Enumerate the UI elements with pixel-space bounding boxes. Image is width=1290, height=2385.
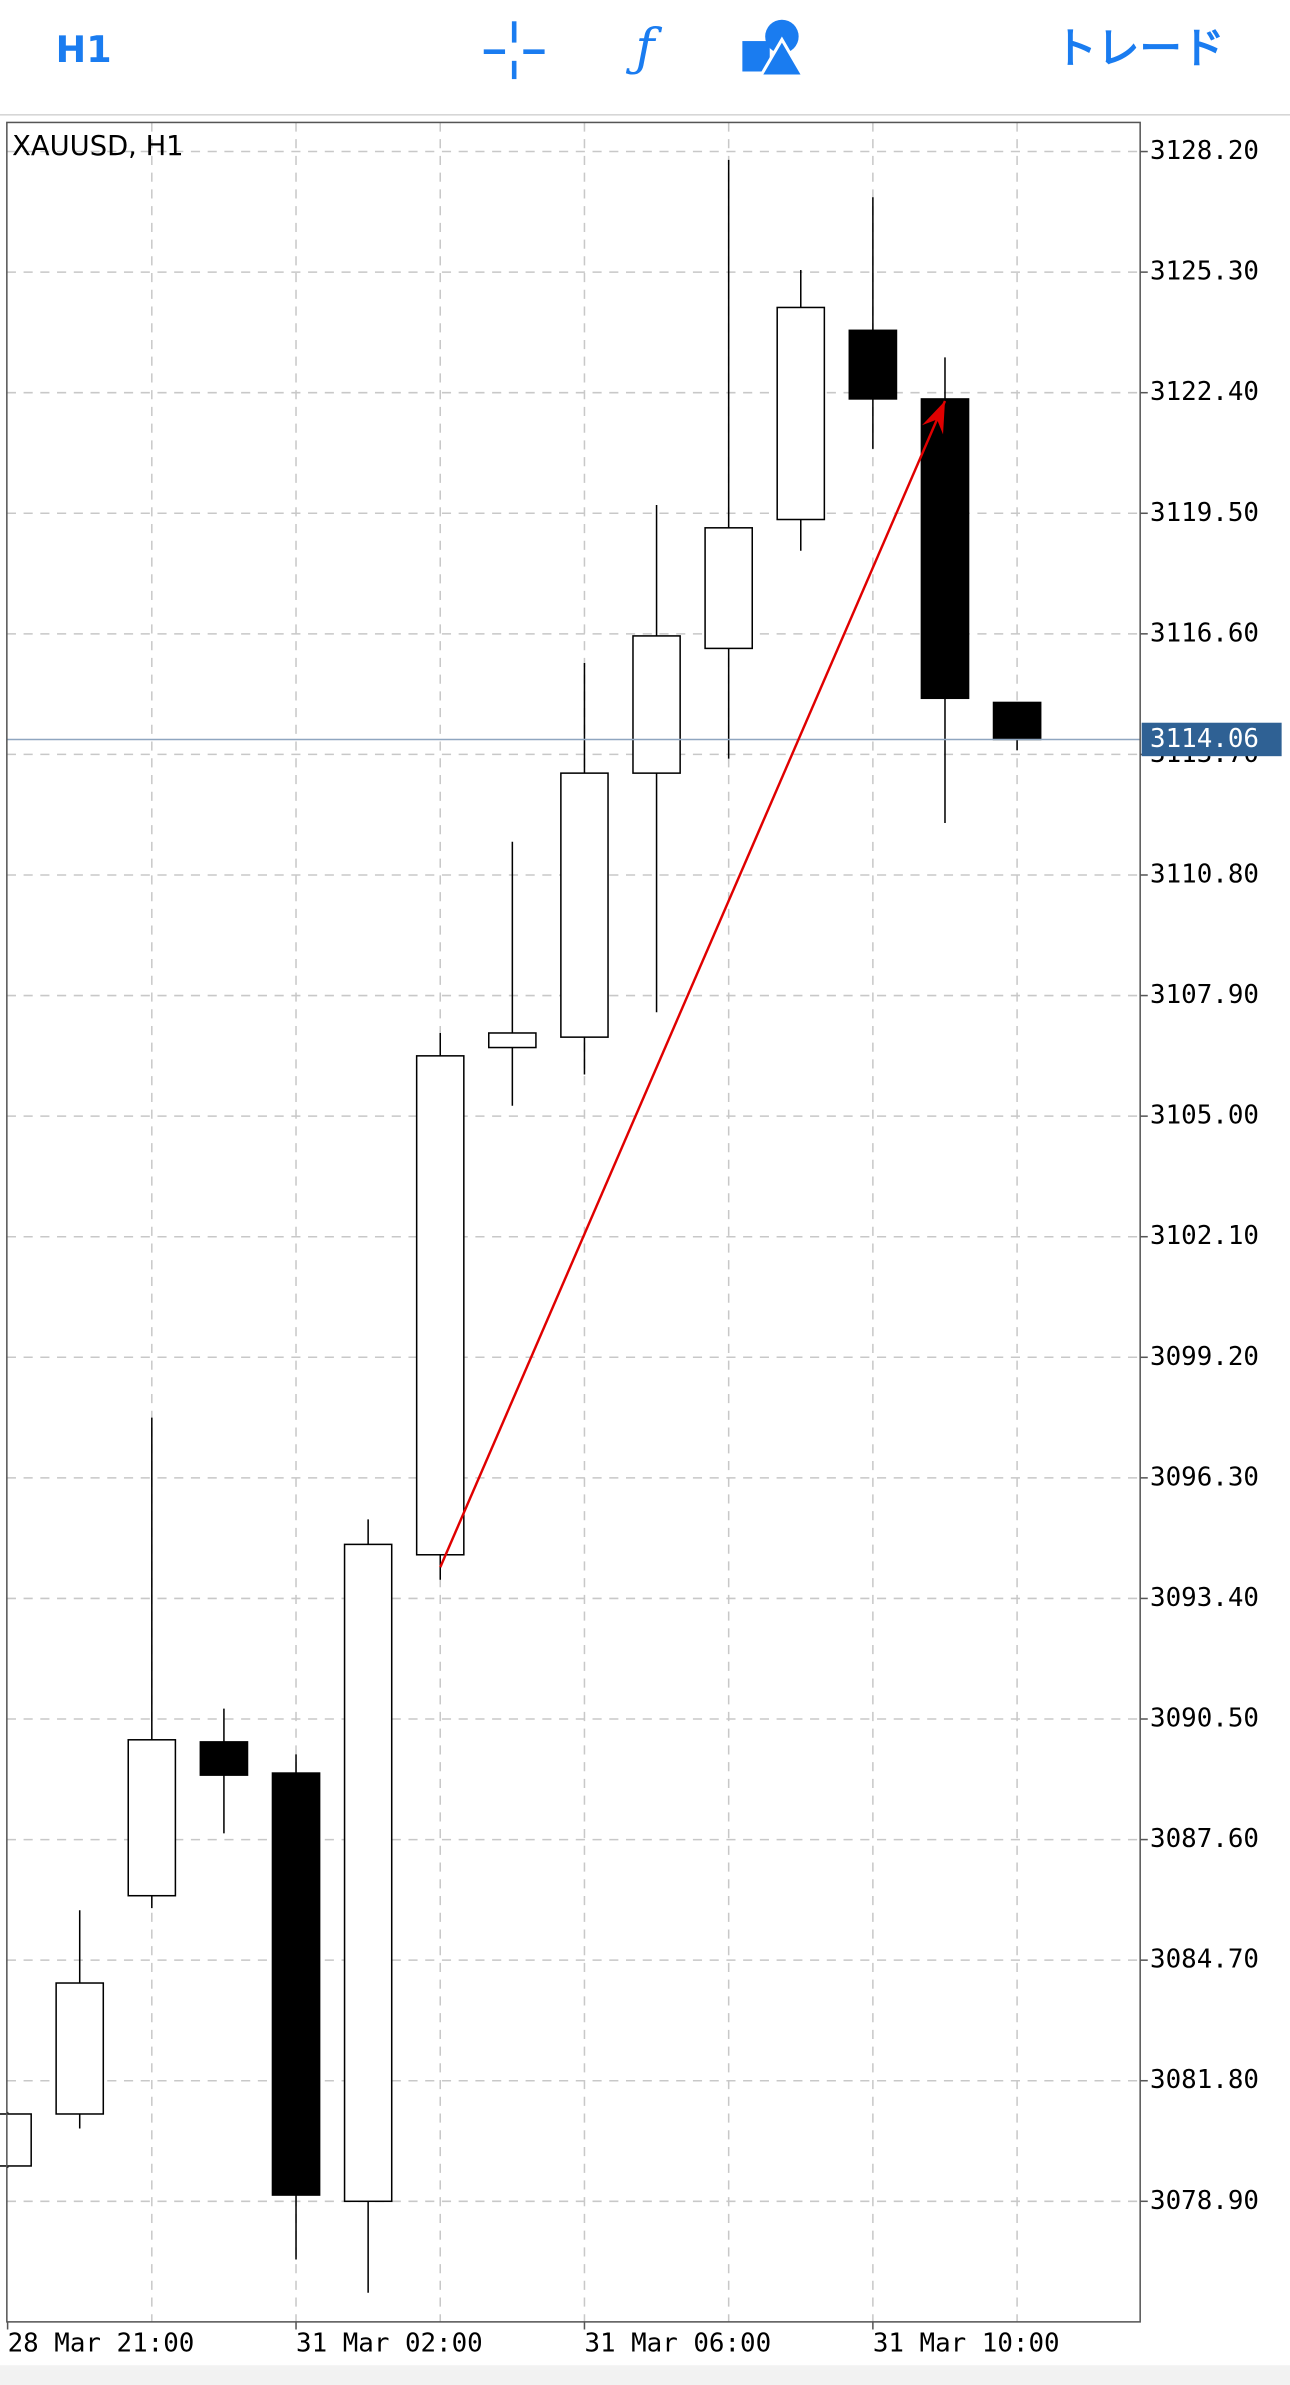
y-tick-label: 3096.30 (1150, 1462, 1259, 1492)
last-price-label: 3114.06 (1150, 724, 1259, 754)
candle-body (343, 1543, 393, 2203)
y-tick-label: 3107.90 (1150, 980, 1259, 1010)
x-tick-label: 28 Mar 21:00 (8, 2328, 195, 2358)
x-tick-label: 31 Mar 06:00 (584, 2328, 771, 2358)
y-tick-label: 3102.10 (1150, 1221, 1259, 1251)
y-tick-label: 3081.80 (1150, 2065, 1259, 2095)
candle-body (55, 1982, 105, 2115)
candle-body (199, 1741, 249, 1776)
trend-arrow (439, 400, 947, 1568)
y-tick-label: 3078.90 (1150, 2186, 1259, 2216)
candle-body (271, 1772, 321, 2196)
candle-body (488, 1032, 537, 1049)
y-tick-label: 3090.50 (1150, 1704, 1259, 1734)
bottom-strip (0, 2365, 1290, 2385)
y-tick-label: 3093.40 (1150, 1583, 1259, 1613)
trade-button[interactable]: トレード (1054, 24, 1224, 74)
crosshair-button[interactable] (483, 21, 545, 80)
candle-body (632, 635, 681, 774)
candle-body (415, 1055, 465, 1556)
arrow-head (921, 401, 945, 435)
last-price-box (1141, 722, 1282, 757)
candle-body (560, 772, 609, 1038)
y-tick-label: 3119.50 (1150, 498, 1259, 528)
y-tick-label: 3128.20 (1150, 136, 1259, 166)
candle-body (992, 701, 1042, 741)
plot-frame (6, 121, 1141, 2323)
y-tick-label: 3122.40 (1150, 377, 1259, 407)
chart-title: XAUUSD, H1 (12, 131, 183, 162)
candle-body (0, 2113, 32, 2167)
chart-area (0, 115, 1290, 2385)
candle-body (920, 398, 970, 700)
y-tick-label: 3105.00 (1150, 1101, 1259, 1131)
toolbar (0, 0, 1290, 115)
y-tick-label: 3087.60 (1150, 1824, 1259, 1854)
y-tick-label: 3110.80 (1150, 859, 1259, 889)
y-tick-label: 3125.30 (1150, 257, 1259, 287)
y-tick-label: 3099.20 (1150, 1342, 1259, 1372)
x-tick-label: 31 Mar 02:00 (296, 2328, 483, 2358)
candle-body (127, 1739, 177, 1897)
objects-button[interactable] (742, 19, 806, 78)
candle-body (704, 527, 754, 650)
y-tick-label: 3084.70 (1150, 1945, 1259, 1975)
plot (0, 122, 1141, 2322)
y-tick-label: 3116.60 (1150, 618, 1259, 648)
x-tick-label: 31 Mar 10:00 (873, 2328, 1060, 2358)
candle-body (776, 306, 826, 521)
candle-body (848, 329, 898, 400)
timeframe-button[interactable]: H1 (56, 28, 112, 71)
